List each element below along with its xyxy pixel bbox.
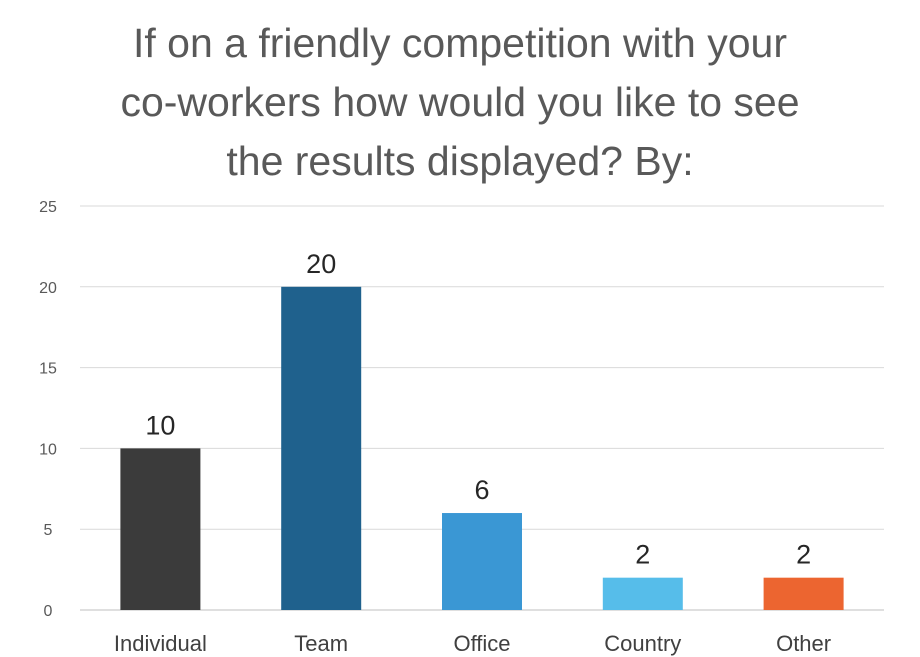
y-tick-label: 15 — [39, 361, 57, 378]
bar-country — [602, 577, 683, 610]
data-label-individual: 10 — [145, 410, 175, 440]
bar-office — [442, 513, 522, 610]
data-labels: 10 20 6 2 2 — [145, 249, 811, 570]
x-axis-category-labels: Individual Team Office Country Other — [114, 631, 831, 656]
x-category-label-office: Office — [453, 631, 510, 656]
data-label-office: 6 — [474, 475, 489, 505]
y-tick-label: 20 — [39, 280, 57, 297]
bar-other — [763, 577, 844, 610]
y-tick-label: 5 — [44, 522, 53, 539]
bars — [120, 286, 844, 610]
x-category-label-country: Country — [604, 631, 681, 656]
x-category-label-other: Other — [776, 631, 831, 656]
bar-team — [281, 286, 362, 610]
x-category-label-team: Team — [294, 631, 348, 656]
chart-title: If on a friendly competition with your c… — [60, 14, 860, 191]
data-label-country: 2 — [635, 540, 650, 570]
data-label-team: 20 — [306, 249, 336, 279]
chart-title-line-3: the results displayed? By: — [226, 138, 694, 184]
gridlines — [80, 205, 884, 611]
y-tick-label: 10 — [39, 441, 57, 458]
bar-individual — [120, 448, 201, 610]
y-tick-label: 0 — [44, 603, 53, 620]
chart-title-line-1: If on a friendly competition with your — [132, 20, 788, 66]
x-category-label-individual: Individual — [114, 631, 207, 656]
y-tick-label: 25 — [39, 199, 57, 216]
y-axis-tick-labels: 0 5 10 15 20 25 — [39, 199, 57, 620]
data-label-other: 2 — [796, 540, 811, 570]
chart-title-line-2: co-workers how would you like to see — [120, 79, 800, 125]
